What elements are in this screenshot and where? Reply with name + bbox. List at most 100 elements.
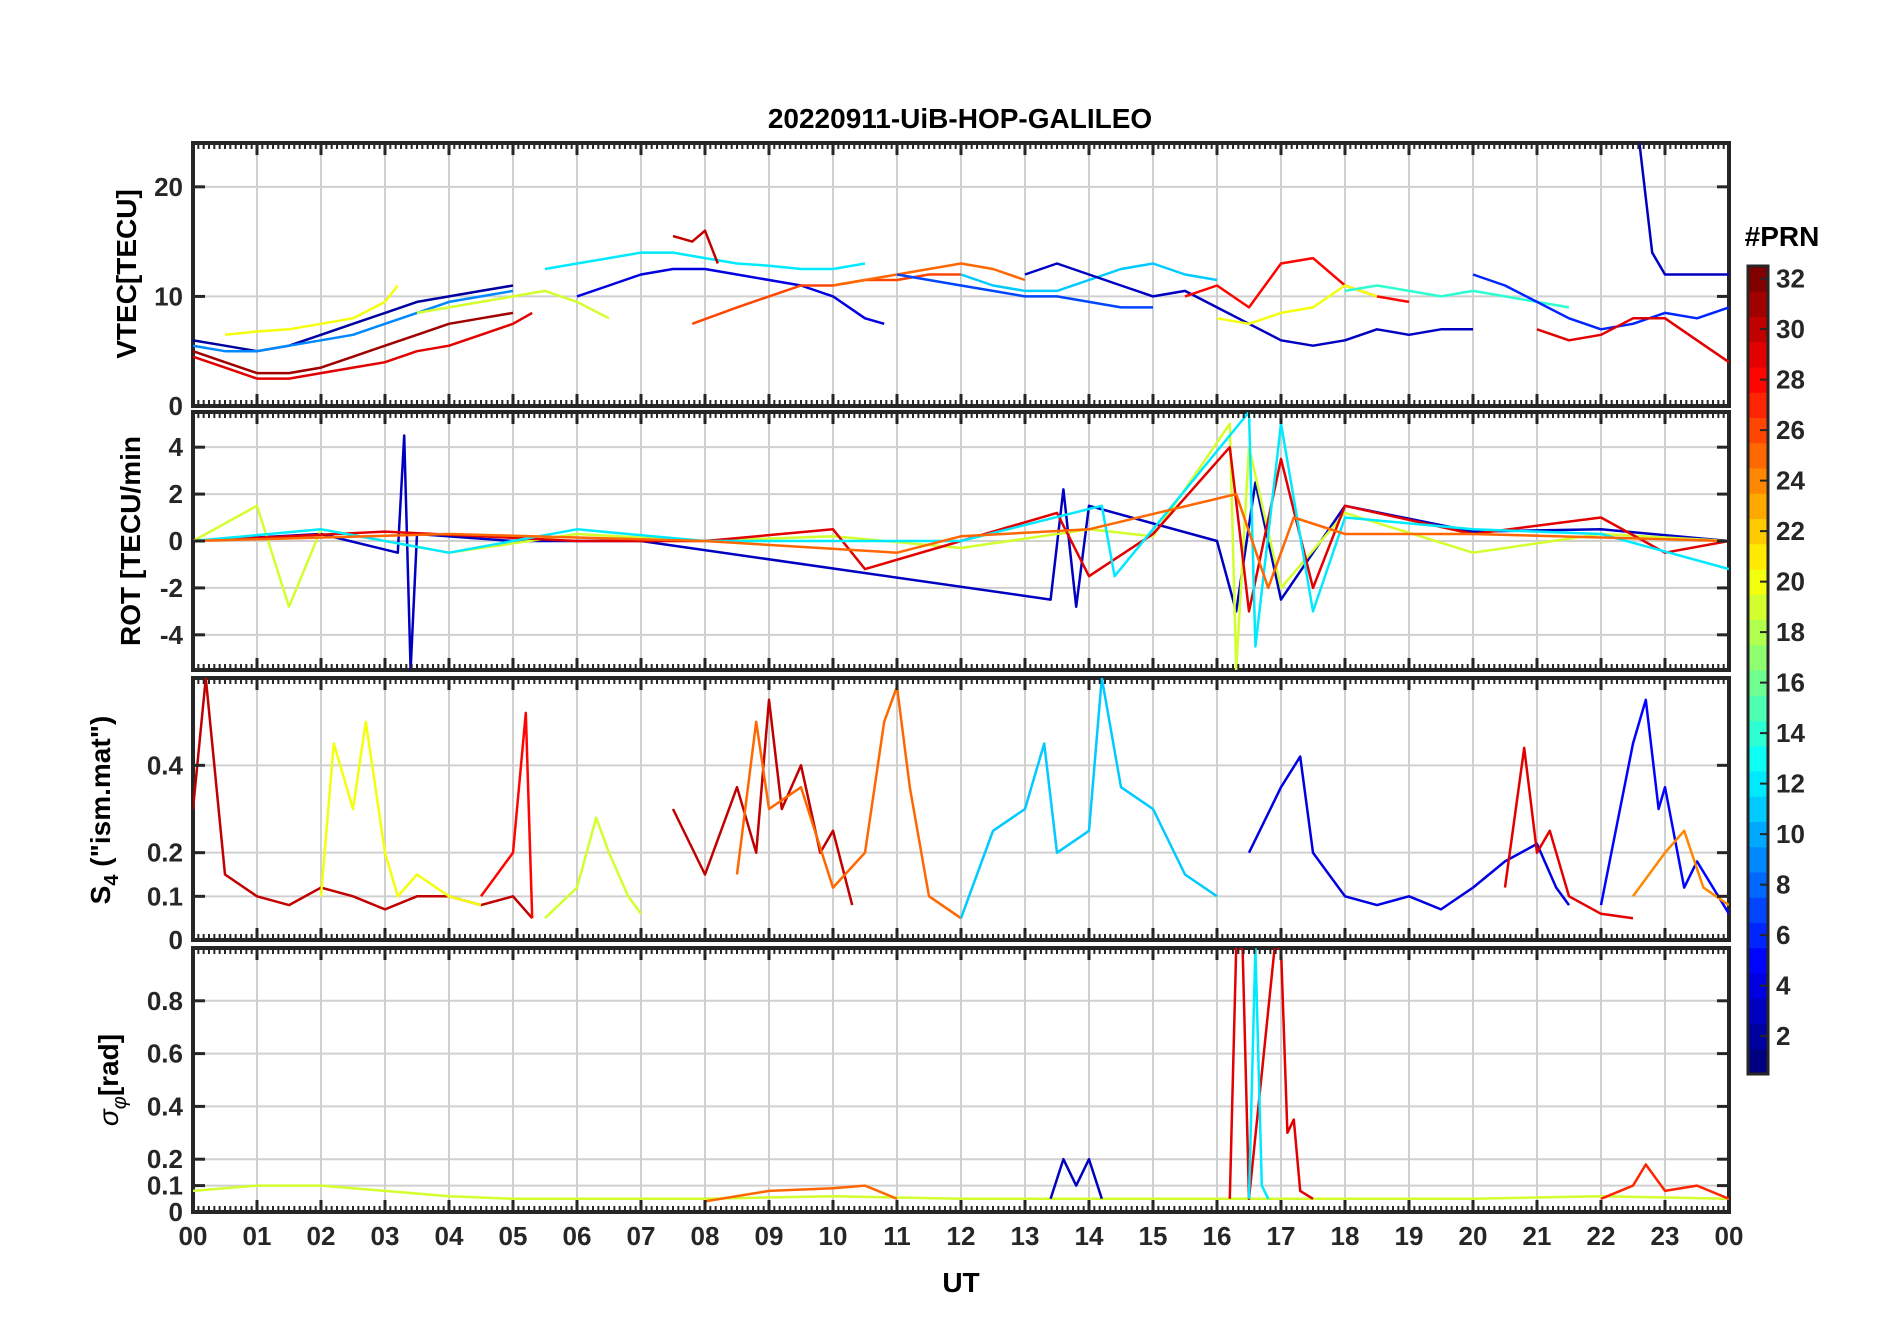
colorbar-tick-label: 32	[1776, 264, 1805, 294]
colorbar-tick-label: 10	[1776, 819, 1805, 849]
colorbar-cell	[1748, 973, 1768, 999]
colorbar-title: #PRN	[1745, 221, 1820, 252]
colorbar-cell	[1748, 872, 1768, 898]
colorbar-cell	[1748, 468, 1768, 494]
y-tick-label: -2	[160, 573, 183, 603]
x-tick-label: 02	[307, 1221, 336, 1251]
colorbar-cell	[1748, 644, 1768, 671]
vtec-series-prn19	[416, 289, 610, 320]
panel-s4: 0 0.1 0.2 0.4 S4 ("ism.mat")	[85, 676, 1731, 955]
colorbar-tick-label: 20	[1776, 567, 1805, 597]
vtec-series-prn29	[1536, 317, 1729, 364]
colorbar-cell	[1748, 745, 1768, 772]
rot-ylabel: ROT [TECU/min	[115, 436, 146, 646]
y-tick-label: -4	[160, 620, 184, 650]
vtec-series-prn2	[193, 284, 514, 353]
x-tick-label: 07	[627, 1221, 656, 1251]
colorbar-cell	[1748, 998, 1768, 1024]
colorbar-tick-label: 22	[1776, 516, 1805, 546]
colorbar-cell	[1748, 947, 1768, 974]
x-tick-label: 14	[1075, 1221, 1104, 1251]
colorbar-tick-label: 24	[1776, 466, 1805, 496]
colorbar-cell	[1748, 897, 1768, 923]
y-tick-label: 0	[169, 1197, 183, 1227]
colorbar-tick-label: 26	[1776, 415, 1805, 445]
vtec-series-prn25	[832, 262, 1026, 287]
s4-series-prn19	[544, 816, 643, 920]
colorbar-cell	[1748, 821, 1768, 848]
colorbar-tick-label: 12	[1776, 769, 1805, 799]
s4-series-prn20	[319, 720, 482, 907]
x-tick-label: 23	[1651, 1221, 1680, 1251]
panel-rot: -4 -2 0 2 4 ROT [TECU/min	[115, 410, 1731, 672]
colorbar-tick-label: 28	[1776, 365, 1805, 395]
rot-series-prn12	[193, 412, 1729, 648]
panel-sigma-phi: 00.10.2 0.4 0.6 0.8 σφ[rad]	[93, 946, 1731, 1227]
x-tick-label: 17	[1267, 1221, 1296, 1251]
colorbar-cell	[1748, 670, 1768, 696]
x-tick-label: 09	[755, 1221, 784, 1251]
colorbar-tick-label: 14	[1776, 718, 1805, 748]
rot-series-prn3	[193, 434, 1729, 670]
y-tick-label: 0	[169, 526, 183, 556]
colorbar-cell	[1748, 417, 1768, 444]
sigma-phi-series-prn3	[1049, 1157, 1103, 1200]
colorbar-cell	[1748, 796, 1768, 822]
s4-series-prn11	[959, 678, 1218, 919]
colorbar-tick-label: 4	[1776, 971, 1791, 1001]
colorbar-cell	[1748, 1023, 1768, 1050]
colorbar-tick-label: 2	[1776, 1021, 1790, 1051]
colorbar-tick-label: 18	[1776, 617, 1805, 647]
rot-series-prn25	[193, 492, 1729, 590]
colorbar-cell	[1748, 392, 1768, 418]
x-tick-label: 22	[1587, 1221, 1616, 1251]
vtec-ylabel: VTEC[TECU]	[111, 189, 142, 359]
sigma-phi-series-prn27	[1600, 1163, 1729, 1200]
colorbar-cell	[1748, 771, 1768, 797]
x-tick-label: 19	[1395, 1221, 1424, 1251]
vtec-series-prn31	[193, 311, 514, 375]
sigma-phi-series-prn19	[193, 1184, 1729, 1201]
vtec-series-prn14	[1344, 284, 1570, 309]
vtec-series-prn7	[896, 273, 1153, 309]
colorbar-cell	[1748, 341, 1768, 368]
s4-series-prn24	[1631, 829, 1729, 907]
colorbar-cell	[1748, 720, 1768, 747]
y-tick-label: 2	[169, 479, 183, 509]
x-tick-label: 21	[1523, 1221, 1552, 1251]
s4-series-prn28	[479, 711, 534, 919]
colorbar-cell	[1748, 291, 1768, 317]
y-tick-label: 20	[154, 172, 183, 202]
x-tick-label: 01	[243, 1221, 272, 1251]
vtec-series-prn28	[1184, 256, 1410, 309]
x-axis-label: UT	[942, 1267, 979, 1298]
x-tick-labels: 00 01 02 03 04 05 06 07 08 09 10 11 12 13 14 15 16 17 18 19…	[179, 1221, 1744, 1251]
vtec-series-prn9	[193, 289, 514, 353]
colorbar-frame	[1746, 264, 1770, 1076]
x-tick-label: 20	[1459, 1221, 1488, 1251]
colorbar-cell	[1748, 922, 1768, 949]
vtec-series-prn26	[691, 273, 961, 325]
vtec-series-prn3	[1024, 262, 1473, 347]
colorbar-cell	[1748, 846, 1768, 873]
sigma-phi-ylabel: σφ[rad]	[93, 1034, 131, 1126]
x-tick-label: 08	[691, 1221, 720, 1251]
colorbar-cell	[1748, 493, 1768, 519]
s4-series-prn30	[193, 678, 534, 920]
vtec-series-prn20	[224, 284, 399, 337]
y-tick-label: 0.4	[147, 750, 184, 780]
colorbar-cell	[1748, 367, 1768, 393]
colorbar-cell	[1748, 266, 1768, 292]
colorbar-tick-label: 8	[1776, 870, 1790, 900]
s4-series-prn29	[1503, 746, 1634, 920]
vtec-series-prn11	[960, 262, 1218, 293]
x-tick-label: 05	[499, 1221, 528, 1251]
vtec-series-prn30	[672, 229, 719, 264]
x-tick-label: 03	[371, 1221, 400, 1251]
x-tick-label: 00	[1715, 1221, 1744, 1251]
vtec-series-prn6	[1472, 273, 1729, 331]
colorbar-cell	[1748, 518, 1768, 545]
colorbar-cell	[1748, 442, 1768, 469]
y-tick-label: 0.6	[147, 1039, 183, 1069]
